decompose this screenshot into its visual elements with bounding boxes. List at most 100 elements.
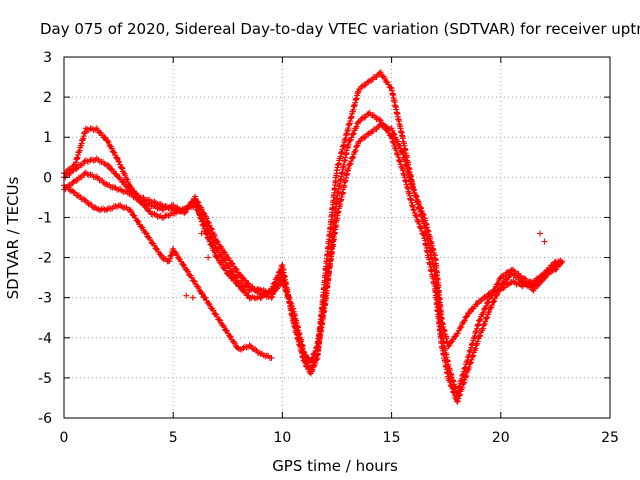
data-point [159, 254, 166, 261]
data-point [202, 295, 209, 302]
data-point [104, 161, 111, 168]
data-point [194, 283, 201, 290]
data-point [410, 206, 417, 213]
data-point [396, 157, 403, 164]
data-point [398, 148, 405, 155]
x-tick-label: 25 [601, 430, 619, 446]
data-point [381, 75, 388, 82]
data-point [101, 134, 108, 141]
data-point [217, 259, 224, 266]
data-point [483, 314, 490, 321]
data-point [309, 366, 316, 373]
data-point [66, 166, 73, 173]
isolated-point [205, 254, 212, 261]
data-point [268, 286, 275, 293]
data-point [484, 299, 491, 306]
x-tick-label: 5 [169, 430, 178, 446]
y-tick-label: -2 [38, 251, 52, 267]
data-point [213, 238, 220, 245]
y-axis-label: SDTVAR / TECUs [4, 176, 22, 299]
data-point [192, 200, 199, 207]
data-point [233, 266, 240, 273]
y-tick-label: -4 [38, 331, 52, 347]
y-tick-label: 0 [43, 170, 52, 186]
y-tick-label: -5 [38, 371, 52, 387]
data-point [119, 178, 126, 185]
data-point [203, 231, 210, 238]
data-point [108, 145, 115, 152]
data-point [450, 336, 457, 343]
data-point [153, 245, 160, 252]
data-point [135, 218, 142, 225]
data-point [200, 222, 207, 229]
data-point [198, 206, 205, 213]
data-point [350, 131, 357, 138]
data-point [154, 246, 161, 253]
data-point [214, 239, 221, 246]
data-point [139, 224, 146, 231]
x-tick-label: 15 [383, 430, 401, 446]
data-point [200, 221, 207, 228]
y-tick-label: 2 [43, 90, 52, 106]
data-point [81, 196, 88, 203]
data-point [538, 274, 545, 281]
data-point [390, 139, 397, 146]
data-point [245, 280, 252, 287]
data-point [486, 308, 493, 315]
data-point [358, 83, 365, 90]
data-point [208, 226, 215, 233]
data-point [161, 255, 168, 262]
data-point [246, 342, 253, 349]
isolated-point [183, 292, 190, 299]
data-point [233, 279, 240, 286]
data-point [413, 212, 420, 219]
data-point [397, 158, 404, 165]
data-point [387, 132, 394, 139]
data-point [128, 184, 135, 191]
data-point [489, 302, 496, 309]
data-point [213, 254, 220, 261]
data-point [269, 293, 276, 300]
data-point [70, 178, 77, 185]
data-point [113, 154, 120, 161]
data-point [494, 291, 501, 298]
data-point [472, 345, 479, 352]
data-point [302, 360, 309, 367]
data-point [446, 342, 453, 349]
data-point [205, 300, 212, 307]
data-point [193, 203, 200, 210]
data-point [208, 241, 215, 248]
data-point [365, 130, 372, 137]
data-point [348, 134, 355, 141]
data-point [227, 333, 234, 340]
data-point [174, 252, 181, 259]
data-point [476, 317, 483, 324]
data-point [271, 280, 278, 287]
data-point [390, 140, 397, 147]
data-point [483, 302, 490, 309]
data-point [190, 277, 197, 284]
data-point [312, 359, 319, 366]
data-point [361, 82, 368, 89]
data-point [134, 217, 141, 224]
data-point [361, 114, 368, 121]
data-point [470, 352, 477, 359]
data-point [541, 271, 548, 278]
data-point [105, 139, 112, 146]
data-point [198, 218, 205, 225]
data-point [507, 267, 514, 274]
data-point [268, 354, 275, 361]
data-point [142, 229, 149, 236]
isolated-point [189, 294, 196, 301]
data-point [461, 377, 468, 384]
data-point [365, 78, 372, 85]
y-tick-label: -1 [38, 210, 52, 226]
data-point [118, 164, 125, 171]
x-tick-label: 20 [492, 430, 510, 446]
data-point [103, 180, 110, 187]
y-tick-label: -6 [38, 411, 52, 427]
data-point [350, 130, 357, 137]
data-point [345, 141, 352, 148]
data-point [218, 253, 225, 260]
